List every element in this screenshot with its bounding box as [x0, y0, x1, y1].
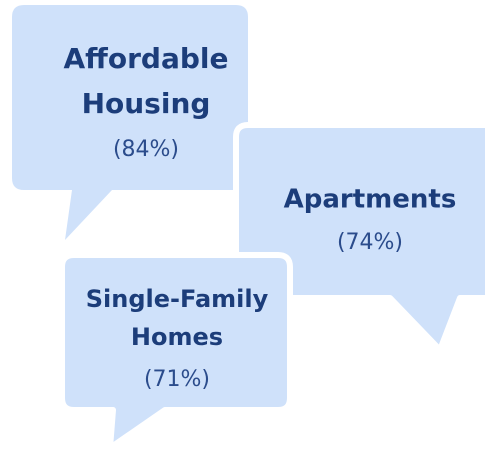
bubble-label: Affordable	[64, 42, 229, 75]
bubble-label: Homes	[131, 323, 223, 351]
bubble-value: (84%)	[113, 137, 179, 162]
bubble-label: Housing	[82, 87, 211, 120]
bubble	[59, 252, 293, 450]
bubble	[12, 5, 248, 240]
bubble-value: (71%)	[144, 367, 210, 392]
bubble-label: Apartments	[284, 185, 457, 215]
bubble-value: (74%)	[337, 230, 403, 255]
bubble-label: Single-Family	[86, 285, 269, 313]
